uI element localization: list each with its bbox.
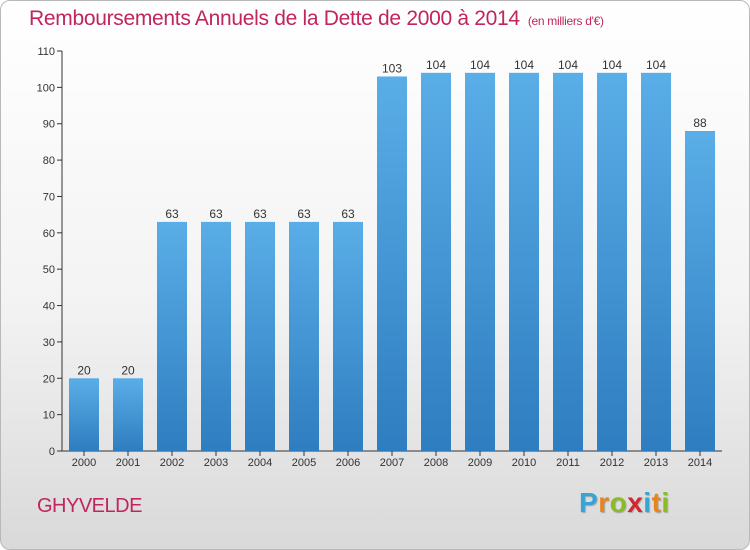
x-tick-label: 2005	[292, 457, 316, 469]
bar-2004	[245, 221, 275, 451]
data-label: 104	[558, 58, 578, 72]
data-label: 104	[646, 58, 666, 72]
x-tick-label: 2009	[468, 457, 492, 469]
bar-2005	[289, 221, 319, 451]
y-tick-label: 90	[43, 119, 55, 131]
x-tick-label: 2001	[116, 457, 140, 469]
location-name: GHYVELDE	[37, 495, 142, 517]
bar-2002	[157, 221, 187, 451]
bar-2003	[201, 221, 231, 451]
x-tick-label: 2007	[380, 457, 404, 469]
data-label: 63	[253, 207, 267, 221]
data-label: 104	[602, 58, 622, 72]
y-tick-label: 30	[43, 337, 55, 349]
x-tick-label: 2000	[72, 457, 96, 469]
y-tick-label: 10	[43, 410, 55, 422]
bar-2008	[421, 72, 451, 452]
x-tick-label: 2014	[688, 457, 712, 469]
data-label: 104	[514, 58, 534, 72]
logo-letter: i	[643, 487, 652, 518]
bar-2009	[465, 72, 495, 452]
x-tick-label: 2012	[600, 457, 624, 469]
x-tick-label: 2008	[424, 457, 448, 469]
chart-subtitle: (en milliers d'€)	[527, 14, 604, 28]
x-tick-label: 2013	[644, 457, 668, 469]
logo-letter: r	[598, 487, 610, 518]
y-tick-label: 110	[37, 46, 55, 58]
logo-letter: t	[651, 487, 662, 518]
chart-title-text: Remboursements Annuels de la Dette de 20…	[29, 7, 520, 30]
bar-2000	[69, 378, 99, 451]
logo-letter: x	[627, 487, 644, 518]
bar-2011	[553, 72, 583, 452]
data-label: 63	[341, 207, 355, 221]
data-label: 88	[693, 116, 707, 130]
y-tick-label: 70	[43, 191, 55, 203]
x-tick-label: 2002	[160, 457, 184, 469]
chart-title: Remboursements Annuels de la Dette de 20…	[29, 7, 604, 31]
y-tick-label: 100	[37, 82, 55, 94]
data-label: 103	[382, 61, 402, 75]
y-tick-label: 0	[49, 446, 55, 458]
bar-2007	[377, 76, 407, 452]
data-label: 63	[297, 207, 311, 221]
data-label: 63	[209, 207, 223, 221]
data-label: 104	[426, 58, 446, 72]
x-tick-label: 2010	[512, 457, 536, 469]
y-tick-label: 80	[43, 155, 55, 167]
data-label: 63	[165, 207, 179, 221]
logo-letter: o	[609, 487, 628, 518]
data-label: 20	[77, 363, 91, 377]
x-tick-label: 2003	[204, 457, 228, 469]
y-tick-label: 60	[43, 228, 55, 240]
bar-2013	[641, 72, 671, 452]
bar-2010	[509, 72, 539, 452]
x-tick-label: 2006	[336, 457, 360, 469]
bar-2001	[113, 378, 143, 451]
data-label: 104	[470, 58, 490, 72]
bar-2006	[333, 221, 363, 451]
y-tick-label: 50	[43, 264, 55, 276]
data-label: 20	[121, 363, 135, 377]
x-tick-label: 2011	[556, 457, 580, 469]
logo-letter: P	[579, 487, 599, 518]
bar-2014	[685, 131, 715, 451]
bar-2012	[597, 72, 627, 452]
y-tick-label: 40	[43, 301, 55, 313]
y-tick-label: 20	[43, 373, 55, 385]
logo-letter: i	[661, 487, 670, 518]
proxiti-logo: Proxiti	[579, 487, 670, 519]
x-tick-label: 2004	[248, 457, 272, 469]
